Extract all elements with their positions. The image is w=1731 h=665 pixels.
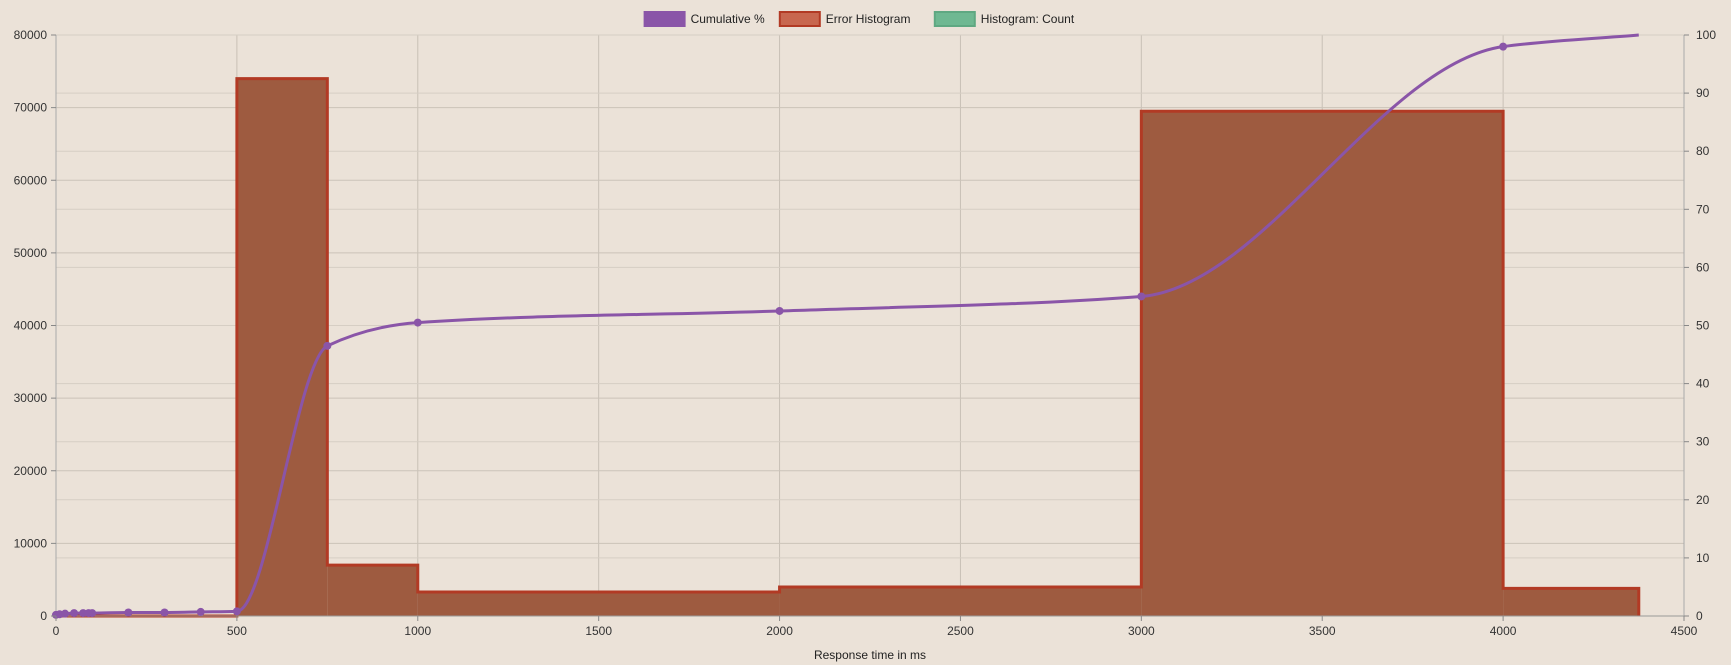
x-tick-label: 1000 (404, 624, 431, 638)
y2-tick-label: 50 (1696, 319, 1710, 333)
x-tick-label: 3000 (1128, 624, 1155, 638)
error-histogram-series (56, 77, 1641, 618)
y-tick-label: 60000 (14, 173, 48, 187)
x-tick-label: 4500 (1671, 624, 1698, 638)
y2-tick-label: 90 (1696, 86, 1710, 100)
x-tick-label: 0 (53, 624, 60, 638)
histogram-bin (236, 78, 328, 616)
y-tick-label: 10000 (14, 536, 48, 550)
histogram-bin (1503, 588, 1639, 616)
cumulative-point (70, 609, 79, 618)
cumulative-point (413, 318, 422, 327)
x-tick-label: 1500 (585, 624, 612, 638)
y-tick-label: 50000 (14, 246, 48, 260)
legend-swatch (778, 11, 821, 27)
histogram-bin (779, 586, 1142, 616)
cumulative-point (232, 607, 241, 616)
cumulative-point (775, 306, 784, 315)
legend-swatch (643, 11, 686, 27)
y2-tick-label: 70 (1696, 202, 1710, 216)
x-tick-label: 4000 (1490, 624, 1517, 638)
y-tick-label: 20000 (14, 464, 48, 478)
legend-label: Histogram: Count (981, 12, 1075, 26)
y2-tick-label: 20 (1696, 493, 1710, 507)
x-tick-label: 2500 (947, 624, 974, 638)
y2-tick-label: 80 (1696, 144, 1710, 158)
y2-tick-label: 40 (1696, 377, 1710, 391)
y-tick-label: 40000 (14, 319, 48, 333)
cumulative-point (1137, 292, 1146, 301)
y-tick-label: 30000 (14, 391, 48, 405)
x-tick-label: 2000 (766, 624, 793, 638)
y2-tick-label: 10 (1696, 551, 1710, 565)
legend-swatch (933, 11, 976, 27)
histogram-bin (417, 592, 780, 616)
histogram-bin (1141, 111, 1504, 616)
cumulative-point (1499, 42, 1508, 51)
legend-label: Error Histogram (826, 12, 911, 26)
cumulative-point (88, 609, 97, 618)
y2-tick-label: 0 (1696, 609, 1703, 623)
y-tick-label: 70000 (14, 101, 48, 115)
y-tick-label: 0 (40, 609, 47, 623)
cumulative-point (124, 608, 133, 617)
y2-tick-label: 60 (1696, 260, 1710, 274)
histogram-bin (327, 565, 418, 616)
cumulative-point (323, 341, 332, 350)
x-tick-label: 500 (227, 624, 247, 638)
x-tick-label: 3500 (1309, 624, 1336, 638)
cumulative-point (61, 609, 70, 618)
y2-tick-label: 100 (1696, 28, 1716, 42)
x-axis-title: Response time in ms (814, 648, 926, 662)
legend: Cumulative % Error Histogram Histogram: Co… (643, 11, 1075, 27)
cumulative-point (196, 607, 205, 616)
cumulative-point (160, 608, 169, 617)
y-tick-label: 80000 (14, 28, 48, 42)
error-histogram-outline (56, 77, 1641, 618)
legend-label: Cumulative % (691, 12, 765, 26)
y2-tick-label: 30 (1696, 435, 1710, 449)
